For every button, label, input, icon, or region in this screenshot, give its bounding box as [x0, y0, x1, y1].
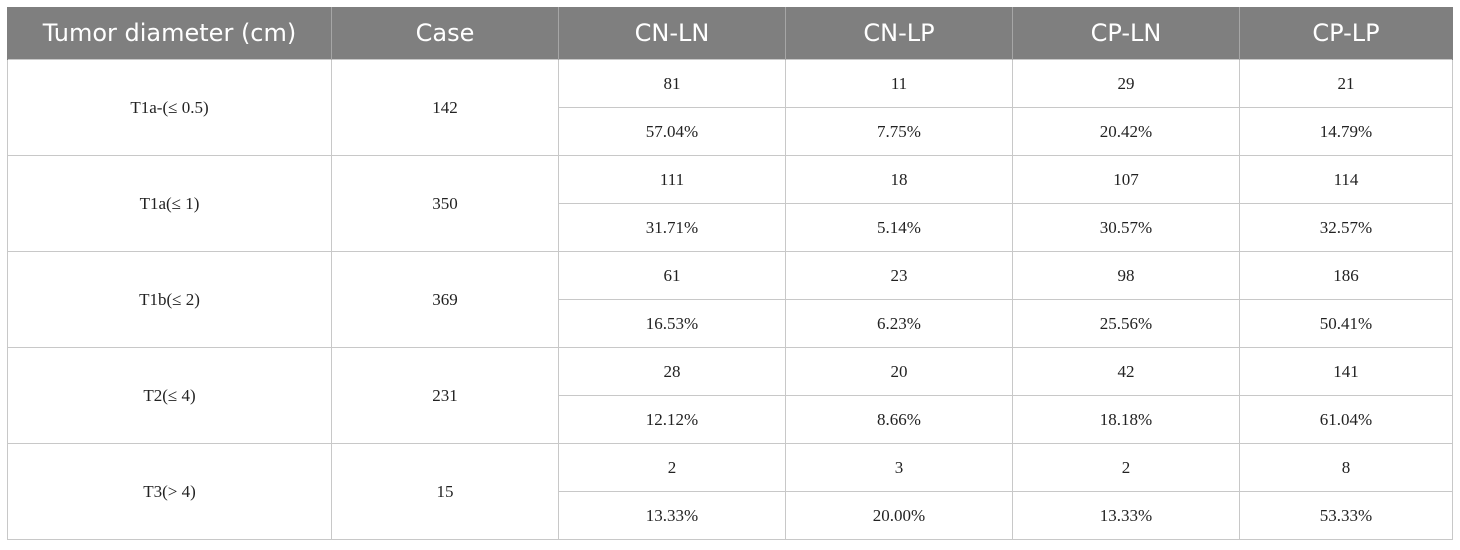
count-cell: 8: [1239, 443, 1453, 492]
count-cell: 81: [558, 59, 786, 108]
row-label: T3(> 4): [7, 443, 332, 540]
count-cell: 98: [1012, 251, 1240, 300]
percent-cell: 18.18%: [1012, 395, 1240, 444]
row-case: 142: [331, 59, 559, 156]
percent-cell: 31.71%: [558, 203, 786, 252]
table-row: T1a(≤ 1) 350 111 18 107 114: [7, 155, 1453, 252]
count-cell: 107: [1012, 155, 1240, 204]
header-cn-lp: CN-LP: [785, 7, 1013, 60]
table-row: T1a-(≤ 0.5) 142 81 11 29 21: [7, 59, 1453, 156]
percent-cell: 16.53%: [558, 299, 786, 348]
table-row: 31.71% 5.14% 30.57% 32.57%: [8, 203, 1453, 252]
count-cell: 28: [558, 347, 786, 396]
header-row: Tumor diameter (cm) Case CN-LN CN-LP CP-…: [7, 7, 1453, 60]
count-cell: 20: [785, 347, 1013, 396]
percent-cell: 13.33%: [1012, 491, 1240, 540]
count-cell: 141: [1239, 347, 1453, 396]
count-cell: 186: [1239, 251, 1453, 300]
count-cell: 11: [785, 59, 1013, 108]
count-cell: 2: [558, 443, 786, 492]
row-case: 231: [331, 347, 559, 444]
row-label: T1b(≤ 2): [7, 251, 332, 348]
percent-cell: 12.12%: [558, 395, 786, 444]
row-case: 15: [331, 443, 559, 540]
percent-cell: 14.79%: [1239, 107, 1453, 156]
data-table: Tumor diameter (cm) Case CN-LN CN-LP CP-…: [7, 7, 1453, 540]
percent-cell: 7.75%: [785, 107, 1013, 156]
percent-cell: 57.04%: [558, 107, 786, 156]
row-label: T1a-(≤ 0.5): [7, 59, 332, 156]
row-case: 350: [331, 155, 559, 252]
table-row: T3(> 4) 15 2 3 2 8: [7, 443, 1453, 540]
header-cp-ln: CP-LN: [1012, 7, 1240, 60]
percent-cell: 13.33%: [558, 491, 786, 540]
count-cell: 18: [785, 155, 1013, 204]
table-row: T2(≤ 4) 231 28 20 42 141: [7, 347, 1453, 444]
header-case: Case: [331, 7, 559, 60]
percent-cell: 50.41%: [1239, 299, 1453, 348]
header-tumor-diameter: Tumor diameter (cm): [7, 7, 332, 60]
table-row: 16.53% 6.23% 25.56% 50.41%: [8, 299, 1453, 348]
percent-cell: 20.42%: [1012, 107, 1240, 156]
count-cell: 3: [785, 443, 1013, 492]
percent-cell: 25.56%: [1012, 299, 1240, 348]
table-row: 13.33% 20.00% 13.33% 53.33%: [8, 491, 1453, 540]
row-case: 369: [331, 251, 559, 348]
table-row: T1b(≤ 2) 369 61 23 98 186: [7, 251, 1453, 348]
count-cell: 29: [1012, 59, 1240, 108]
percent-cell: 53.33%: [1239, 491, 1453, 540]
percent-cell: 30.57%: [1012, 203, 1240, 252]
data-table-container: Tumor diameter (cm) Case CN-LN CN-LP CP-…: [7, 7, 1453, 540]
count-cell: 21: [1239, 59, 1453, 108]
count-cell: 61: [558, 251, 786, 300]
count-cell: 2: [1012, 443, 1240, 492]
table-row: 57.04% 7.75% 20.42% 14.79%: [8, 107, 1453, 156]
count-cell: 111: [558, 155, 786, 204]
table-row: 12.12% 8.66% 18.18% 61.04%: [8, 395, 1453, 444]
percent-cell: 32.57%: [1239, 203, 1453, 252]
table-body: T1a-(≤ 0.5) 142 81 11 29 21 57.04% 7.75%…: [7, 59, 1453, 540]
row-label: T1a(≤ 1): [7, 155, 332, 252]
header-cn-ln: CN-LN: [558, 7, 786, 60]
header-cp-lp: CP-LP: [1239, 7, 1453, 60]
percent-cell: 20.00%: [785, 491, 1013, 540]
percent-cell: 61.04%: [1239, 395, 1453, 444]
percent-cell: 5.14%: [785, 203, 1013, 252]
count-cell: 114: [1239, 155, 1453, 204]
count-cell: 42: [1012, 347, 1240, 396]
row-label: T2(≤ 4): [7, 347, 332, 444]
count-cell: 23: [785, 251, 1013, 300]
percent-cell: 8.66%: [785, 395, 1013, 444]
table-header: Tumor diameter (cm) Case CN-LN CN-LP CP-…: [7, 7, 1453, 60]
percent-cell: 6.23%: [785, 299, 1013, 348]
